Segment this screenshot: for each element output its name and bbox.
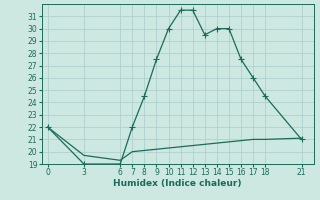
X-axis label: Humidex (Indice chaleur): Humidex (Indice chaleur) [113, 179, 242, 188]
